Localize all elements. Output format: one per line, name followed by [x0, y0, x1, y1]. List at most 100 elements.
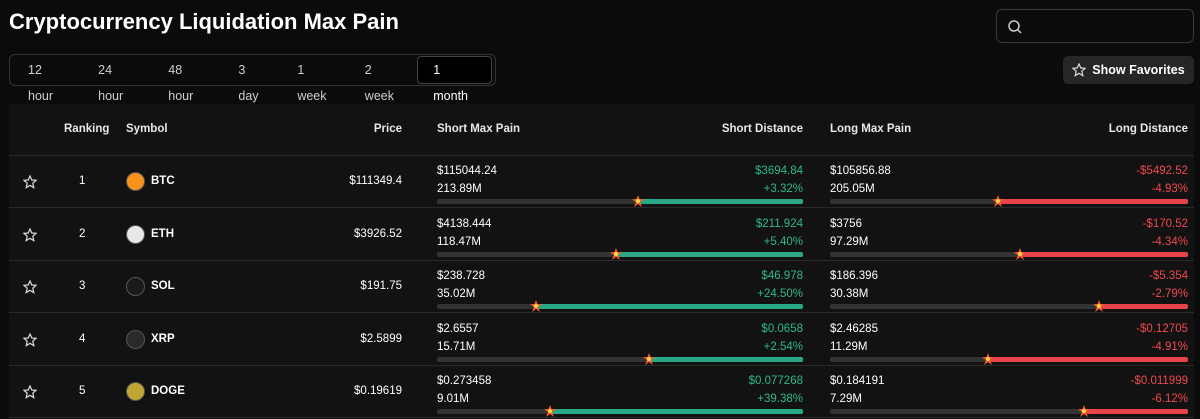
- long-distance: -$5.354: [1148, 270, 1188, 283]
- column-header: Ranking: [64, 123, 110, 135]
- long-distance: -$0.011999: [1130, 375, 1188, 388]
- distance-bar-fill: [1019, 251, 1188, 257]
- column-header: Long Distance: [1108, 123, 1188, 135]
- favorite-star[interactable]: [22, 174, 38, 192]
- price: $191.75: [360, 280, 402, 293]
- show-favorites-button[interactable]: Show Favorites: [1063, 56, 1194, 84]
- tab[interactable]: 1 month: [417, 56, 492, 103]
- coin-icon: [126, 329, 145, 349]
- column-header: Short Distance: [721, 123, 803, 135]
- long-amount: 30.38M: [830, 288, 869, 301]
- favorite-star[interactable]: [22, 227, 38, 245]
- price-marker: [632, 195, 645, 207]
- table-row: 4 XRP $2.5899 $2.6557 15.71M $0.0658 +2.54% $2.…: [9, 314, 1194, 366]
- distance-bar: [830, 352, 1188, 365]
- page-title: Cryptocurrency Liquidation Max Pain: [9, 9, 399, 34]
- search-box[interactable]: [996, 9, 1194, 43]
- long-amount: 205.05M: [830, 183, 875, 195]
- short-distance: $211.924: [755, 217, 803, 230]
- distance-bar: [830, 247, 1188, 260]
- short-max-pain: $2.6557: [437, 322, 479, 335]
- short-amount: 15.71M: [437, 340, 476, 353]
- tab[interactable]: 1 week: [297, 63, 327, 103]
- symbol: BTC: [151, 175, 175, 187]
- long-max-pain: $0.184191: [830, 375, 885, 388]
- tab[interactable]: 48 hour: [168, 63, 194, 103]
- long-distance: -$170.52: [1142, 217, 1188, 230]
- table: Ranking Symbol Price Short Max Pain Short Di…: [9, 104, 1194, 419]
- long-amount: 7.29M: [830, 393, 862, 406]
- price-marker: [1078, 405, 1091, 418]
- price: $0.19619: [354, 385, 402, 398]
- distance-bar: [437, 300, 803, 313]
- short-distance: $3694.84: [755, 165, 803, 177]
- price-marker: [1013, 247, 1026, 260]
- price: $111349.4: [349, 175, 402, 187]
- tab-group: 12 hour 24 hour 48 hour 3 day 1 week 2 week 1 …: [9, 54, 496, 103]
- distance-bar: [830, 405, 1188, 418]
- rank: 4: [79, 332, 86, 345]
- coin-icon: [126, 277, 145, 297]
- price-marker: [544, 405, 557, 418]
- long-percent: -4.93%: [1151, 183, 1188, 195]
- column-header: Long Max Pain: [830, 123, 912, 135]
- distance-bar-fill: [638, 199, 803, 204]
- long-percent: -6.12%: [1151, 393, 1188, 406]
- favorite-star[interactable]: [22, 332, 38, 350]
- short-amount: 213.89M: [437, 183, 482, 195]
- short-percent: +39.38%: [757, 393, 803, 406]
- price-marker: [981, 352, 994, 365]
- price: $3926.52: [354, 227, 402, 240]
- rank: 5: [79, 385, 86, 398]
- table-row: 3 SOL $191.75 $238.728 35.02M $46.978 +24.50% $…: [9, 261, 1194, 314]
- distance-bar-fill: [998, 199, 1188, 204]
- header-row: Ranking Symbol Price Short Max Pain Short Di…: [9, 104, 1194, 156]
- short-distance: $0.0658: [761, 322, 803, 335]
- distance-bar: [830, 300, 1188, 313]
- price-marker: [529, 300, 542, 313]
- short-percent: +3.32%: [763, 183, 803, 195]
- distance-bar: [437, 352, 803, 365]
- distance-bar: [437, 405, 803, 418]
- short-percent: +2.54%: [763, 340, 803, 353]
- distance-bar: [437, 247, 803, 260]
- long-max-pain: $105856.88: [830, 165, 891, 177]
- tab[interactable]: 24 hour: [98, 63, 124, 103]
- price-marker: [1092, 300, 1105, 313]
- distance-bar-fill: [535, 304, 803, 310]
- short-distance: $0.077268: [748, 375, 803, 388]
- short-amount: 118.47M: [437, 235, 481, 248]
- favorite-star[interactable]: [22, 279, 38, 297]
- distance-bar: [437, 195, 803, 207]
- button-label: Show Favorites: [1092, 63, 1185, 77]
- long-max-pain: $3756: [830, 217, 862, 230]
- short-max-pain: $4138.444: [437, 217, 492, 230]
- long-distance: -$5492.52: [1136, 165, 1188, 177]
- short-amount: 9.01M: [437, 393, 469, 406]
- rank: 1: [79, 175, 86, 187]
- favorite-star[interactable]: [22, 384, 38, 402]
- distance-bar-fill: [1098, 304, 1188, 310]
- symbol: DOGE: [151, 385, 185, 398]
- long-amount: 97.29M: [830, 235, 869, 248]
- column-header: Short Max Pain: [437, 123, 521, 135]
- price: $2.5899: [360, 332, 402, 345]
- tab[interactable]: 2 week: [364, 63, 394, 103]
- tab[interactable]: 12 hour: [28, 63, 54, 103]
- distance-bar-fill: [550, 409, 803, 415]
- coin-icon: [126, 172, 145, 191]
- price-marker: [643, 352, 656, 365]
- distance-bar-fill: [649, 356, 803, 362]
- long-percent: -4.91%: [1151, 340, 1188, 353]
- table-row: 5 DOGE $0.19619 $0.273458 9.01M $0.077268 +39.…: [9, 366, 1194, 419]
- tab[interactable]: 3 day: [238, 63, 259, 103]
- long-max-pain: $186.396: [830, 270, 878, 283]
- short-max-pain: $0.273458: [437, 375, 492, 388]
- search-icon: [1008, 20, 1022, 34]
- short-max-pain: $238.728: [437, 270, 485, 283]
- long-percent: -4.34%: [1151, 235, 1188, 248]
- long-amount: 11.29M: [830, 340, 868, 353]
- table-row: 1 BTC $111349.4 $115044.24 213.89M $3694.84 +3…: [9, 156, 1194, 208]
- long-percent: -2.79%: [1151, 288, 1188, 301]
